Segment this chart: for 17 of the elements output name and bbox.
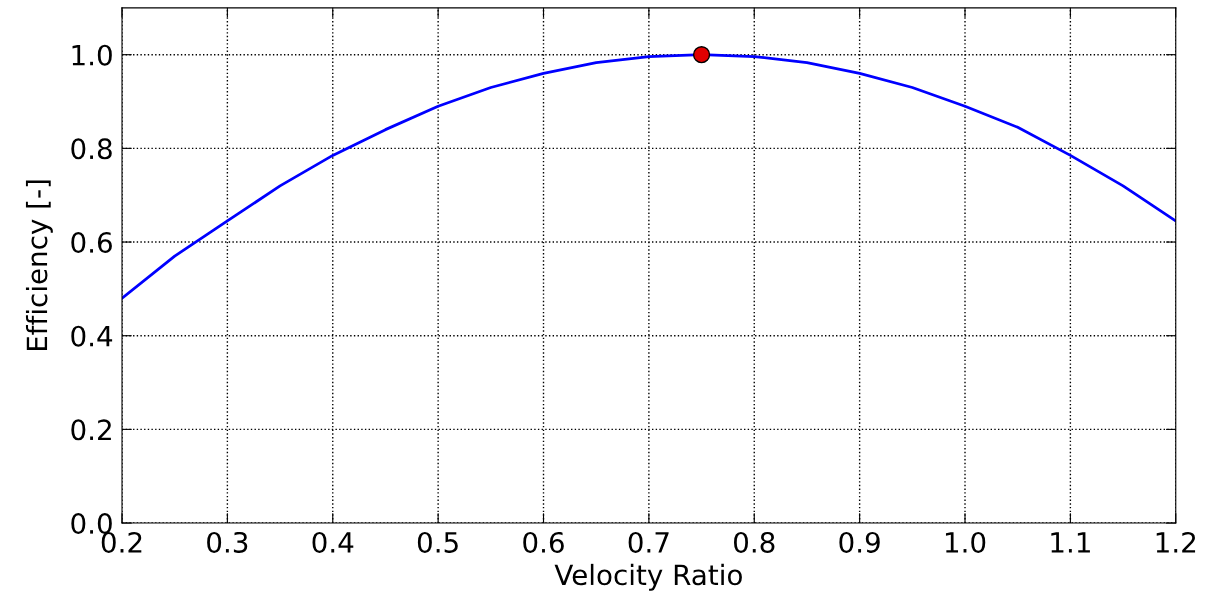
x-tick-label: 0.5 — [417, 531, 458, 553]
x-tick-label: 0.9 — [839, 531, 880, 553]
x-axis-title: Velocity Ratio — [554, 563, 742, 591]
x-tick-label: 0.7 — [628, 531, 669, 553]
y-tick-label: 0.4 — [71, 325, 113, 347]
x-tick-label: 0.8 — [734, 531, 775, 553]
y-tick-label: 1.0 — [72, 44, 112, 66]
x-tick-label: 0.4 — [312, 531, 354, 553]
x-tick-label: 1.2 — [1156, 531, 1196, 553]
y-tick-label: 0.6 — [71, 231, 112, 253]
y-tick-label: 0.2 — [71, 419, 111, 441]
y-axis-title: Efficiency [-] — [25, 180, 53, 351]
x-tick-label: 0.3 — [207, 531, 248, 553]
x-tick-label: 1.1 — [1051, 532, 1090, 553]
x-tick-label: 0.6 — [523, 531, 564, 553]
x-tick-label: 1.0 — [945, 531, 986, 553]
y-tick-label: 0.8 — [71, 138, 112, 160]
